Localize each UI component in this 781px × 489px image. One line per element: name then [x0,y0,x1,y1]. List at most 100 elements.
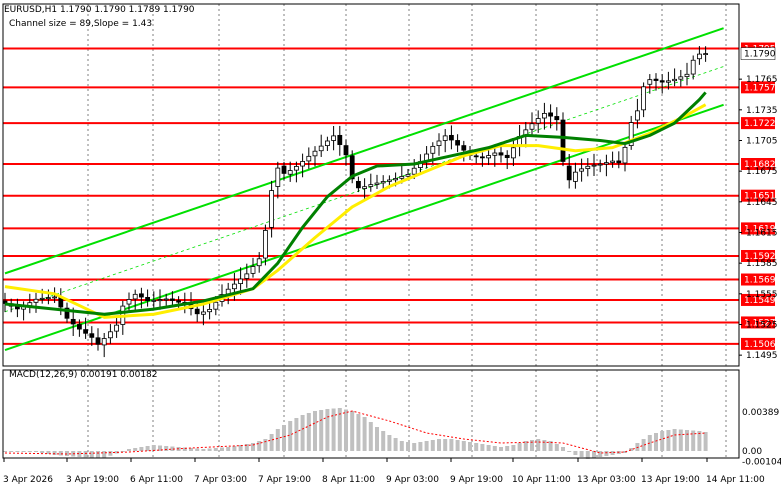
macd-bar [468,442,472,451]
macd-bar [492,446,497,451]
macd-bar [306,413,311,451]
macd-bar [567,451,572,452]
macd-bar [387,435,392,451]
macd-axis-label: -0.00104 [742,457,781,467]
level-tag [741,81,775,94]
candle-body [355,180,361,189]
candle-body [132,293,138,300]
price-tick-label: 1.1735 [746,106,778,116]
price-tick-label: 1.1525 [746,320,778,330]
candle-body [579,168,584,172]
candle-body [510,147,516,159]
macd-bar [195,448,200,451]
candle-body [331,135,337,141]
candle-body [635,110,640,121]
macd-bar [300,415,305,451]
current-price-tag [740,47,776,60]
macd-bar [499,447,503,451]
macd-bar [505,446,510,451]
time-label: 3 Apr 2026 [3,475,53,485]
macd-bar [523,441,528,451]
candle-body [64,307,70,319]
candle-body [39,297,45,300]
macd-bar [189,448,193,451]
candle-body [157,299,163,302]
candle-body [591,164,597,167]
macd-bar [282,425,286,451]
candle-body [89,333,95,338]
candle-body [622,146,628,164]
macd-bar [548,441,553,451]
macd-bar [573,451,578,455]
macd-bar [437,439,441,451]
time-label: 7 Apr 19:00 [258,475,311,485]
macd-bar [325,409,330,451]
macd-axis-label: 0.00 [742,447,762,457]
macd-bar [77,451,82,457]
level-tag [741,293,775,306]
candle-body [566,165,572,181]
channel-upper-line [4,27,724,275]
candle-body [647,79,653,85]
macd-bar [592,451,596,458]
level-tag-text: 1.1619 [744,224,776,234]
chart-frame [2,3,740,459]
macd-bar [34,451,38,452]
macd-bar [3,451,7,452]
macd-bar [412,443,417,451]
macd-bar [604,451,609,456]
macd-bar [133,448,138,451]
macd-bar [170,446,175,451]
macd-bar [474,443,479,451]
macd-bar [542,440,547,451]
price-tick-label: 1.1495 [746,351,778,361]
macd-bar [685,430,689,451]
candle-body [275,167,281,187]
symbol-info: EURUSD,H1 1.1790 1.1790 1.1789 1.1790 [4,5,195,15]
macd-bar [455,440,460,451]
macd-bar [65,451,69,456]
macd-bar [399,441,404,451]
candle-body [244,273,250,279]
macd-bar [517,443,522,451]
candle-body [77,324,82,330]
candle-body [114,324,119,332]
macd-bar [151,445,156,451]
macd-bar [114,451,119,454]
macd-bar [561,447,565,451]
candle-body [597,163,603,166]
candle-body [448,134,454,141]
candle-body [46,297,51,300]
candle-body [542,113,547,119]
candle-body [262,230,268,259]
candle-body [52,296,57,299]
time-label: 14 Apr 11:00 [706,475,765,485]
macd-bar [319,410,324,451]
candle-body [306,155,312,162]
macd-bar [257,441,262,451]
main-panel-border [2,3,740,367]
macd-bar [331,408,336,451]
level-tag-text: 1.1549 [744,296,776,306]
macd-bar [480,444,485,451]
candle-body [300,161,306,167]
candle-body [554,116,560,121]
candle-body [535,118,541,124]
level-tag-text: 1.1757 [744,83,776,93]
candle-body [498,152,504,156]
macd-bar [554,444,559,451]
macd-bar [294,418,299,451]
price-tick-label: 1.1645 [746,198,778,208]
candle-body [70,318,76,325]
macd-bar [139,447,144,451]
macd-bar [164,446,169,451]
candle-body [250,266,256,274]
macd-bar [368,422,373,451]
macd-bar [678,429,683,451]
candle-body [145,296,151,302]
macd-bar [102,451,107,458]
macd-bar [263,439,268,451]
macd-bar [672,429,677,451]
macd-bar [530,440,534,451]
